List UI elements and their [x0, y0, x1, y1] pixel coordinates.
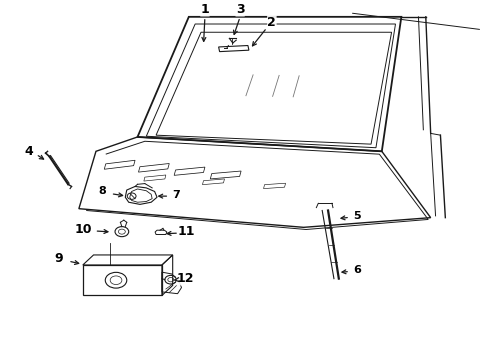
Text: 6: 6	[353, 265, 361, 275]
Text: 2: 2	[268, 16, 276, 29]
Text: 12: 12	[176, 272, 194, 285]
Text: 4: 4	[24, 145, 33, 158]
Text: 7: 7	[172, 190, 180, 200]
Text: 11: 11	[177, 225, 195, 238]
Text: 1: 1	[200, 3, 209, 16]
Text: 5: 5	[354, 211, 361, 221]
Text: 10: 10	[75, 223, 93, 236]
Text: 9: 9	[54, 252, 63, 265]
Text: 3: 3	[236, 3, 245, 16]
Text: 8: 8	[98, 186, 106, 197]
